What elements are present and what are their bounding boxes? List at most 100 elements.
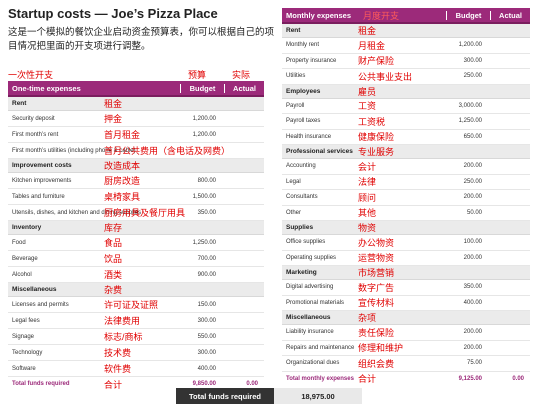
row-cn-annotation: 技术费 bbox=[104, 348, 132, 358]
row-cn-annotation: 租金 bbox=[358, 26, 377, 36]
row-label: First month’s utilities (including phone… bbox=[12, 147, 136, 154]
table-row: Monthly rent 月租金 1,200.00 bbox=[282, 38, 530, 54]
row-budget: 400.00 bbox=[197, 365, 216, 372]
table-row: Food 食品 1,250.00 bbox=[8, 235, 264, 251]
table-row: Promotional materials 宣传材料 400.00 bbox=[282, 296, 530, 311]
row-label: Signage bbox=[12, 333, 35, 340]
table-row: Health insurance 健康保险 650.00 bbox=[282, 130, 530, 145]
table-row: Utensils, dishes, and kitchen and dining… bbox=[8, 205, 264, 221]
row-label: Operating supplies bbox=[286, 254, 337, 261]
row-budget: 650.00 bbox=[463, 133, 482, 140]
row-cn-annotation: 宣传材料 bbox=[358, 298, 395, 309]
one-time-header-actual: Actual bbox=[224, 83, 264, 93]
row-label: Accounting bbox=[286, 163, 316, 170]
row-label: First month’s rent bbox=[12, 131, 59, 138]
row-label: Promotional materials bbox=[286, 299, 345, 306]
row-cn-annotation: 标志/商标 bbox=[104, 332, 143, 342]
row-label: Digital advertising bbox=[286, 284, 334, 291]
row-cn-annotation: 法律费用 bbox=[104, 316, 141, 326]
row-budget: 1,500.00 bbox=[192, 193, 216, 200]
row-budget: 200.00 bbox=[463, 254, 482, 261]
row-cn-annotation: 雇员 bbox=[358, 86, 377, 97]
monthly-header-budget: Budget bbox=[446, 10, 490, 20]
row-label: Office supplies bbox=[286, 239, 326, 246]
row-budget: 75.00 bbox=[466, 360, 482, 367]
one-time-header-budget: Budget bbox=[180, 83, 224, 93]
row-cn-annotation: 市场营销 bbox=[358, 268, 395, 278]
row-cn-annotation: 责任保险 bbox=[358, 327, 395, 338]
section-row: Professional services 专业服务 bbox=[282, 145, 530, 159]
row-label: Supplies bbox=[286, 224, 314, 231]
table-row: Property insurance 财产保险 300.00 bbox=[282, 54, 530, 69]
row-budget: 350.00 bbox=[197, 209, 216, 216]
table-row: Repairs and maintenance 修理和维护 200.00 bbox=[282, 341, 530, 356]
section-row: Rent 租金 bbox=[282, 24, 530, 38]
table-row: Office supplies 办公物资 100.00 bbox=[282, 235, 530, 251]
table-row: Security deposit 押金 1,200.00 bbox=[8, 111, 264, 127]
monthly-expenses-table: Monthly expenses 月度开支 Budget Actual Rent… bbox=[282, 8, 530, 386]
row-cn-annotation: 首月租金 bbox=[104, 130, 141, 140]
row-budget: 300.00 bbox=[197, 349, 216, 356]
row-cn-annotation: 合计 bbox=[104, 379, 123, 390]
row-cn-annotation: 数字广告 bbox=[358, 282, 395, 293]
row-label: Miscellaneous bbox=[286, 314, 331, 321]
table-row: Accounting 会计 200.00 bbox=[282, 159, 530, 175]
grand-total-value: 18,975.00 bbox=[274, 388, 362, 404]
row-cn-annotation: 租金 bbox=[104, 99, 123, 109]
one-time-table-header: One-time expenses Budget Actual bbox=[8, 81, 264, 97]
row-label: Security deposit bbox=[12, 115, 55, 122]
row-cn-annotation: 工资 bbox=[358, 101, 377, 112]
row-budget: 700.00 bbox=[197, 255, 216, 262]
grand-total-label: Total funds required bbox=[176, 388, 274, 404]
row-label: Total monthly expenses bbox=[286, 375, 354, 382]
row-actual: 0.00 bbox=[512, 375, 524, 382]
row-label: Liability insurance bbox=[286, 329, 334, 336]
section-row: Improvement costs 改造成本 bbox=[8, 159, 264, 173]
intro-text: 这是一个模拟的餐饮企业启动资金预算表，你可以根据自己的项目情况把里面的开支项进行… bbox=[8, 27, 275, 52]
monthly-header-cn: 月度开支 bbox=[363, 10, 400, 21]
section-row: Marketing 市场营销 bbox=[282, 266, 530, 280]
row-cn-annotation: 杂费 bbox=[104, 285, 123, 295]
row-cn-annotation: 首月公共费用（含电话及网费） bbox=[104, 146, 231, 156]
row-label: Employees bbox=[286, 87, 321, 95]
grand-total: Total funds required 18,975.00 bbox=[176, 388, 362, 404]
one-time-header-title: One-time expenses bbox=[12, 83, 81, 93]
row-cn-annotation: 厨房改造 bbox=[104, 176, 141, 186]
row-cn-annotation: 押金 bbox=[104, 114, 123, 124]
table-row: Organizational dues 组织会费 75.00 bbox=[282, 356, 530, 372]
row-cn-annotation: 修理和维护 bbox=[358, 343, 404, 354]
row-label: Payroll bbox=[286, 102, 305, 109]
row-budget: 1,250.00 bbox=[192, 239, 216, 246]
row-budget: 1,250.00 bbox=[458, 118, 482, 125]
row-cn-annotation: 其他 bbox=[358, 208, 377, 219]
row-budget: 300.00 bbox=[197, 317, 216, 324]
row-budget: 550.00 bbox=[197, 333, 216, 340]
row-cn-annotation: 食品 bbox=[104, 238, 123, 248]
monthly-header-title: Monthly expenses bbox=[286, 10, 352, 20]
row-label: Marketing bbox=[286, 269, 317, 276]
one-time-expenses-table: One-time expenses Budget Actual Rent 租金 Se… bbox=[8, 81, 264, 391]
monthly-table-header: Monthly expenses 月度开支 Budget Actual bbox=[282, 8, 530, 24]
row-budget: 300.00 bbox=[463, 57, 482, 64]
section-row: Miscellaneous 杂费 bbox=[8, 283, 264, 297]
row-label: Other bbox=[286, 209, 302, 216]
row-cn-annotation: 工资税 bbox=[358, 116, 386, 127]
section-row: Miscellaneous 杂项 bbox=[282, 311, 530, 325]
page-title: Startup costs — Joe’s Pizza Place bbox=[8, 6, 218, 21]
table-row: Liability insurance 责任保险 200.00 bbox=[282, 325, 530, 341]
row-label: Property insurance bbox=[286, 57, 337, 64]
row-cn-annotation: 厨房用具及餐厅用具 bbox=[104, 208, 186, 218]
row-cn-annotation: 健康保险 bbox=[358, 132, 395, 143]
row-budget: 3,000.00 bbox=[458, 102, 482, 109]
row-actual: 0.00 bbox=[246, 381, 258, 387]
table-row: Software 软件费 400.00 bbox=[8, 361, 264, 377]
row-budget: 100.00 bbox=[463, 239, 482, 246]
row-cn-annotation: 法律 bbox=[358, 177, 377, 188]
row-cn-annotation: 专业服务 bbox=[358, 147, 395, 157]
row-budget: 200.00 bbox=[463, 194, 482, 201]
table-row: First month’s utilities (including phone… bbox=[8, 143, 264, 159]
table-row: Other 其他 50.00 bbox=[282, 206, 530, 221]
one-time-cn-budget: 预算 bbox=[188, 70, 207, 80]
row-budget: 50.00 bbox=[466, 209, 482, 216]
section-row: Employees 雇员 bbox=[282, 84, 530, 99]
